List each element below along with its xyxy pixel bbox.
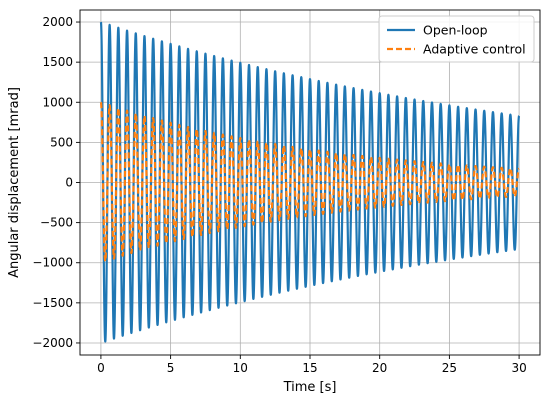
x-tick-label: 20 <box>372 361 387 375</box>
y-tick-label: 1000 <box>42 95 73 109</box>
y-tick-label: −1500 <box>32 296 73 310</box>
x-tick-label: 30 <box>511 361 526 375</box>
tick-layer: 0 5 10 15 20 25 30 −2000 −1500 −1000 −500 0 500 1000 1… <box>32 15 526 375</box>
series-layer <box>99 21 521 343</box>
y-tick-label: −1000 <box>32 256 73 270</box>
y-axis-label: Angular displacement [mrad] <box>7 87 22 278</box>
x-tick-label: 25 <box>442 361 457 375</box>
y-tick-label: 2000 <box>42 15 73 29</box>
x-tick-label: 15 <box>302 361 317 375</box>
y-tick-label: 500 <box>50 135 73 149</box>
legend-box <box>378 15 535 63</box>
x-tick-label: 0 <box>97 361 105 375</box>
x-tick-label: 10 <box>233 361 248 375</box>
y-tick-label: −500 <box>40 216 73 230</box>
y-tick-label: −2000 <box>32 336 73 350</box>
series-line-adaptive-control <box>99 101 521 263</box>
y-tick-label: 0 <box>65 176 73 190</box>
x-axis-label: Time [s] <box>283 380 337 395</box>
legend-entry-label: Open-loop <box>423 23 488 38</box>
series-line-open-loop <box>99 21 521 343</box>
x-tick-label: 5 <box>167 361 175 375</box>
legend: Open-loop Adaptive control <box>378 15 535 63</box>
y-tick-label: 1500 <box>42 55 73 69</box>
legend-entry-label: Adaptive control <box>423 42 526 57</box>
